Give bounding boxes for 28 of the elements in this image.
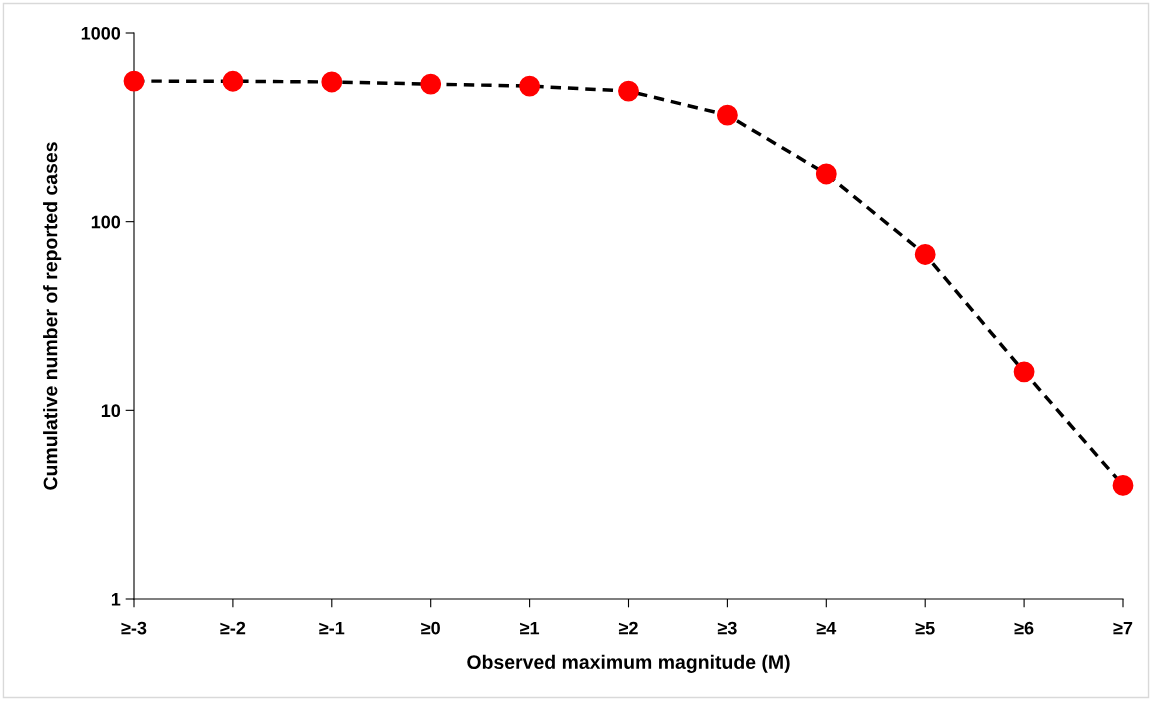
x-tick-label: ≥4	[816, 621, 837, 635]
x-tick-label: ≥6	[1014, 621, 1034, 635]
x-tick-label: ≥1	[520, 621, 540, 635]
x-tick-label: ≥0	[421, 621, 440, 635]
point	[420, 73, 442, 95]
x-tick-label: ≥2	[618, 621, 638, 635]
point	[618, 80, 639, 102]
x-axis-title: Observed maximum magnitude (M)	[467, 654, 790, 673]
point	[123, 70, 145, 92]
x-tick-label: ≥-2	[220, 621, 246, 635]
x-tick-label: ≥-1	[319, 621, 345, 635]
x-tick-label: ≥5	[915, 621, 935, 635]
point	[914, 244, 936, 265]
y-tick-label: 1	[111, 593, 121, 606]
x-tick-label: ≥3	[717, 621, 737, 635]
y-tick-label: 100	[91, 215, 121, 229]
point	[222, 70, 244, 92]
point	[321, 71, 343, 93]
point	[1112, 474, 1134, 496]
y-tick-label: 1000	[81, 26, 121, 40]
x-tick-label: ≥-3	[121, 621, 147, 635]
x-tick-label: ≥7	[1113, 621, 1133, 635]
point	[815, 163, 837, 185]
point	[716, 104, 738, 126]
y-axis-title: Cumulative number of reported cases	[43, 142, 62, 490]
point	[1013, 361, 1035, 383]
point	[519, 75, 541, 97]
y-tick-label: 10	[101, 404, 121, 418]
